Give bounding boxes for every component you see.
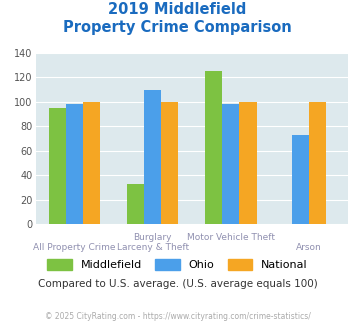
Bar	[239, 102, 257, 224]
Bar	[127, 184, 144, 224]
Legend: Middlefield, Ohio, National: Middlefield, Ohio, National	[43, 255, 312, 275]
Bar	[161, 102, 179, 224]
Bar	[222, 104, 239, 224]
Text: Burglary: Burglary	[133, 233, 172, 242]
Text: Property Crime Comparison: Property Crime Comparison	[63, 20, 292, 35]
Text: Arson: Arson	[296, 243, 322, 251]
Bar	[309, 102, 326, 224]
Text: 2019 Middlefield: 2019 Middlefield	[108, 2, 247, 16]
Text: © 2025 CityRating.com - https://www.cityrating.com/crime-statistics/: © 2025 CityRating.com - https://www.city…	[45, 312, 310, 321]
Bar	[66, 104, 83, 224]
Text: Compared to U.S. average. (U.S. average equals 100): Compared to U.S. average. (U.S. average …	[38, 279, 317, 289]
Text: All Property Crime: All Property Crime	[33, 243, 116, 251]
Bar	[49, 108, 66, 224]
Bar	[205, 71, 222, 224]
Bar	[292, 135, 309, 224]
Bar	[83, 102, 100, 224]
Text: Larceny & Theft: Larceny & Theft	[116, 243, 189, 251]
Text: Motor Vehicle Theft: Motor Vehicle Theft	[187, 233, 275, 242]
Bar	[144, 89, 161, 224]
